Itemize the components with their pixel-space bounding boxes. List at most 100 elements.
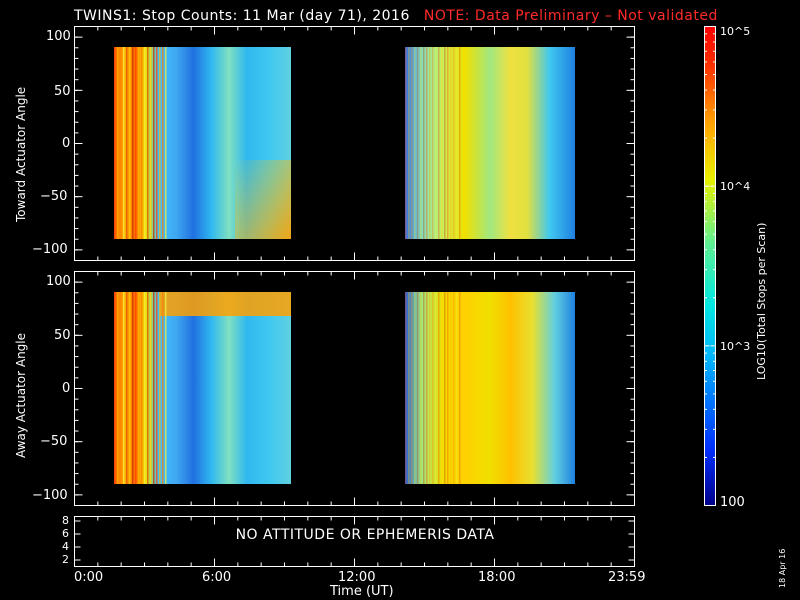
heatmap-stripe <box>156 292 158 484</box>
heatmap-stripe <box>417 47 419 239</box>
heatmap-stripe <box>441 47 443 239</box>
p3-ytick-2: 2 <box>62 553 69 566</box>
p2-ytick-100: 100 <box>46 274 71 289</box>
heatmap-upper-band <box>160 292 291 316</box>
heatmap-stripe <box>135 292 137 484</box>
heatmap-stripe <box>165 47 167 239</box>
heatmap-stripes-toward <box>114 47 461 239</box>
heatmap-stripe <box>432 292 434 484</box>
heatmap-stripe <box>435 292 437 484</box>
colorbar-tick-1e4: 10^4 <box>720 180 751 193</box>
xtick-0: 0:00 <box>74 570 104 585</box>
heatmap-stripe <box>414 292 416 484</box>
heatmap-stripe <box>123 47 125 239</box>
heatmap-stripe <box>123 292 125 484</box>
heatmap-stripe <box>420 47 422 239</box>
heatmap-stripe <box>408 292 410 484</box>
heatmap-stripe <box>126 292 128 484</box>
heatmap-stripe <box>129 292 131 484</box>
heatmap-away <box>114 292 575 484</box>
heatmap-stripe <box>411 47 413 239</box>
heatmap-stripe <box>144 292 146 484</box>
heatmap-stripe <box>159 292 161 484</box>
heatmap-stripe <box>426 292 428 484</box>
p3-ytick-6: 6 <box>62 527 69 540</box>
heatmap-stripe <box>438 47 440 239</box>
y-axis-label-away: Away Actuator Angle <box>14 332 28 458</box>
x-axis-label: Time (UT) <box>330 584 394 599</box>
heatmap-stripes-away <box>114 292 461 484</box>
p3-ytick-4: 4 <box>62 540 69 553</box>
p2-ytick-0: 0 <box>62 381 71 396</box>
xtick-18: 18:00 <box>478 570 516 585</box>
heatmap-stripe <box>117 292 119 484</box>
heatmap-block-away-1 <box>114 292 291 484</box>
heatmap-stripe <box>120 47 122 239</box>
heatmap-stripe <box>429 47 431 239</box>
heatmap-stripe <box>117 47 119 239</box>
heatmap-block-away-2 <box>405 292 575 484</box>
heatmap-stripe <box>435 47 437 239</box>
colorbar-tick-1e3: 10^3 <box>720 340 751 353</box>
heatmap-stripe <box>141 292 143 484</box>
title-text: TWINS1: Stop Counts: 11 Mar (day 71), 20… <box>74 8 410 24</box>
heatmap-stripe <box>114 47 116 239</box>
heatmap-stripe <box>147 47 149 239</box>
colorbar-label: LOG10(Total Stops per Scan) <box>755 222 768 380</box>
heatmap-stripe <box>450 47 452 239</box>
heatmap-stripe <box>456 47 458 239</box>
y-axis-label-toward: Toward Actuator Angle <box>14 86 28 222</box>
heatmap-stripe <box>429 292 431 484</box>
heatmap-stripe <box>162 292 164 484</box>
heatmap-stripe <box>447 47 449 239</box>
heatmap-stripe <box>432 47 434 239</box>
heatmap-stripe <box>138 47 140 239</box>
heatmap-stripe <box>444 292 446 484</box>
heatmap-stripe <box>147 292 149 484</box>
heatmap-stripe <box>405 47 407 239</box>
date-stamp: 18 Apr 16 <box>778 548 787 588</box>
p2-ytick-50: 50 <box>54 328 71 343</box>
heatmap-hot-region <box>235 160 291 239</box>
heatmap-stripe <box>453 292 455 484</box>
xtick-12: 12:00 <box>338 570 376 585</box>
heatmap-stripe <box>426 47 428 239</box>
heatmap-stripe <box>120 292 122 484</box>
heatmap-stripe <box>441 292 443 484</box>
heatmap-stripe <box>447 292 449 484</box>
p2-ytick-m50: −50 <box>40 434 68 449</box>
heatmap-stripe <box>417 292 419 484</box>
heatmap-stripe <box>132 47 134 239</box>
heatmap-stripe <box>438 292 440 484</box>
p2-ytick-m100: −100 <box>32 488 68 503</box>
heatmap-toward <box>114 47 575 239</box>
preliminary-warning: NOTE: Data Preliminary – Not validated <box>423 8 718 24</box>
heatmap-stripe <box>153 47 155 239</box>
heatmap-stripe <box>456 292 458 484</box>
heatmap-stripe <box>408 47 410 239</box>
heatmap-stripe <box>129 47 131 239</box>
heatmap-stripe <box>459 47 461 239</box>
heatmap-stripe <box>423 47 425 239</box>
colorbar-tick-100: 100 <box>720 495 745 510</box>
heatmap-stripe <box>405 292 407 484</box>
p1-ytick-100: 100 <box>46 29 71 44</box>
colorbar-tick-1e5: 10^5 <box>720 25 751 38</box>
heatmap-stripe <box>414 47 416 239</box>
p1-ytick-50: 50 <box>54 84 71 99</box>
heatmap-stripe <box>162 47 164 239</box>
heatmap-stripe <box>141 47 143 239</box>
xtick-6: 6:00 <box>202 570 232 585</box>
axis-ticks <box>74 26 716 567</box>
p1-ytick-m50: −50 <box>40 189 68 204</box>
heatmap-stripe <box>135 47 137 239</box>
p1-ytick-m100: −100 <box>32 242 68 257</box>
no-data-message: NO ATTITUDE OR EPHEMERIS DATA <box>235 527 495 543</box>
heatmap-stripe <box>420 292 422 484</box>
heatmap-stripe <box>450 292 452 484</box>
heatmap-stripe <box>126 47 128 239</box>
heatmap-stripe <box>132 292 134 484</box>
chart-title: TWINS1: Stop Counts: 11 Mar (day 71), 20… <box>74 8 718 24</box>
heatmap-stripe <box>150 47 152 239</box>
heatmap-stripe <box>423 292 425 484</box>
